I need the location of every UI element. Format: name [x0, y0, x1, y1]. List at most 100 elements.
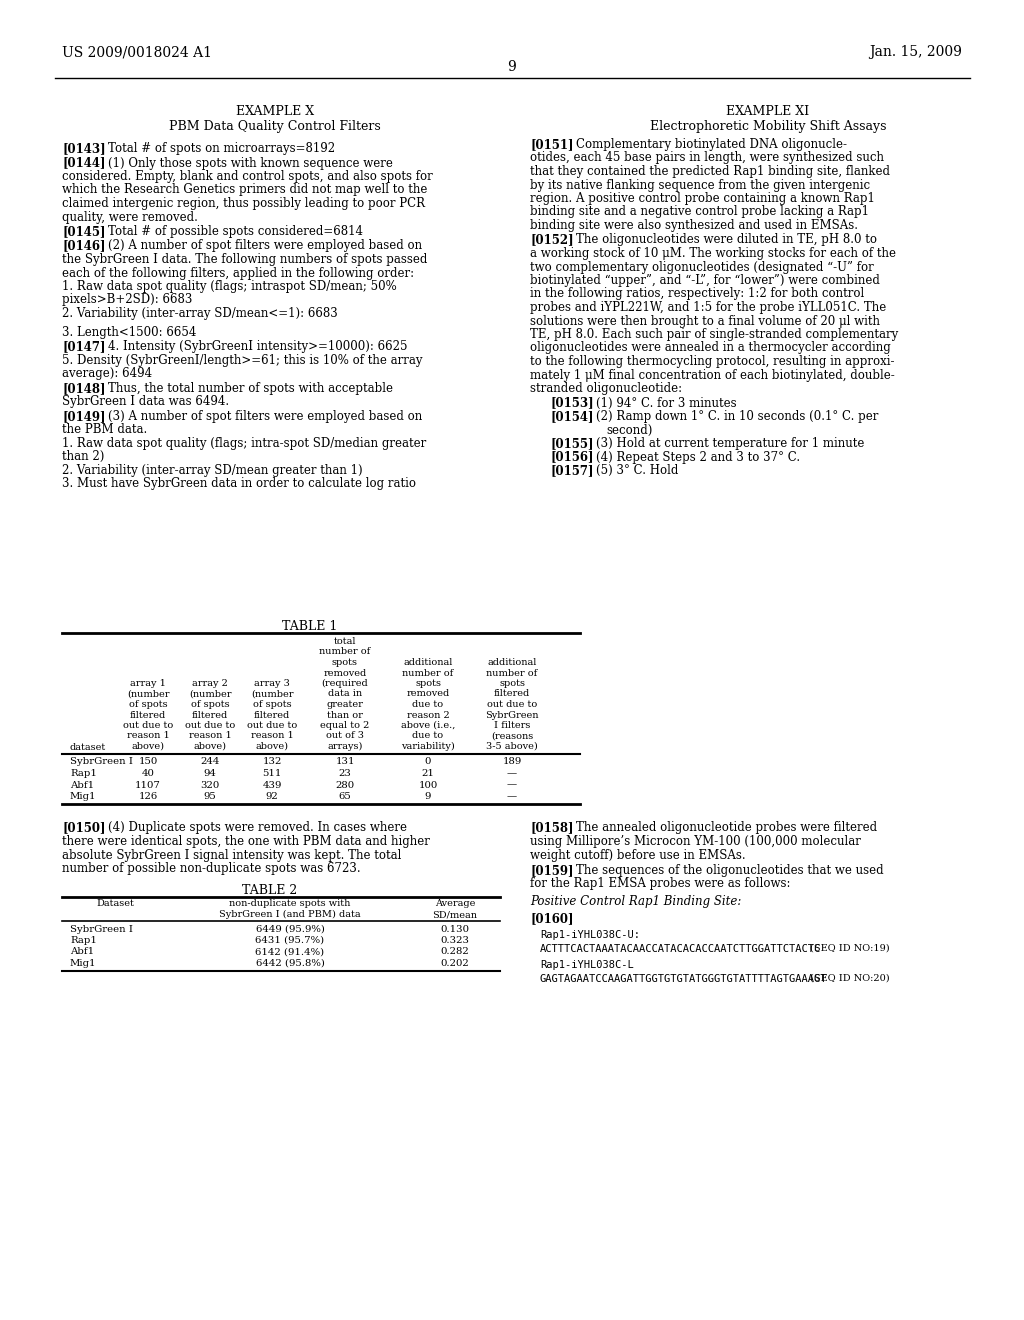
Text: (number: (number	[251, 689, 293, 698]
Text: 0.282: 0.282	[440, 948, 469, 957]
Text: TABLE 1: TABLE 1	[283, 620, 338, 634]
Text: Thus, the total number of spots with acceptable: Thus, the total number of spots with acc…	[108, 381, 393, 395]
Text: Jan. 15, 2009: Jan. 15, 2009	[869, 45, 962, 59]
Text: 511: 511	[262, 770, 282, 777]
Text: [0157]: [0157]	[550, 465, 594, 477]
Text: weight cutoff) before use in EMSAs.: weight cutoff) before use in EMSAs.	[530, 849, 745, 862]
Text: Complementary biotinylated DNA oligonucle-: Complementary biotinylated DNA oligonucl…	[575, 139, 847, 150]
Text: (4) Duplicate spots were removed. In cases where: (4) Duplicate spots were removed. In cas…	[108, 821, 407, 834]
Text: above): above)	[256, 742, 289, 751]
Text: (1) Only those spots with known sequence were: (1) Only those spots with known sequence…	[108, 157, 393, 169]
Text: 6142 (91.4%): 6142 (91.4%)	[255, 948, 325, 957]
Text: removed: removed	[324, 668, 367, 677]
Text: (number: (number	[188, 689, 231, 698]
Text: number of: number of	[319, 648, 371, 656]
Text: 40: 40	[141, 770, 155, 777]
Text: (4) Repeat Steps 2 and 3 to 37° C.: (4) Repeat Steps 2 and 3 to 37° C.	[596, 450, 800, 463]
Text: by its native flanking sequence from the given intergenic: by its native flanking sequence from the…	[530, 178, 870, 191]
Text: Abf1: Abf1	[70, 948, 94, 957]
Text: 2. Variability (inter-array SD/mean greater than 1): 2. Variability (inter-array SD/mean grea…	[62, 463, 362, 477]
Text: Electrophoretic Mobility Shift Assays: Electrophoretic Mobility Shift Assays	[650, 120, 886, 133]
Text: SybrGreen I: SybrGreen I	[70, 924, 133, 933]
Text: 189: 189	[503, 758, 521, 767]
Text: pixels>B+2SD): 6683: pixels>B+2SD): 6683	[62, 293, 193, 306]
Text: SybrGreen I data was 6494.: SybrGreen I data was 6494.	[62, 396, 229, 408]
Text: 132: 132	[262, 758, 282, 767]
Text: Positive Control Rap1 Binding Site:: Positive Control Rap1 Binding Site:	[530, 895, 741, 908]
Text: arrays): arrays)	[328, 742, 362, 751]
Text: 131: 131	[335, 758, 354, 767]
Text: two complementary oligonucleotides (designated “-U” for: two complementary oligonucleotides (desi…	[530, 260, 873, 273]
Text: 100: 100	[419, 780, 437, 789]
Text: US 2009/0018024 A1: US 2009/0018024 A1	[62, 45, 212, 59]
Text: array 3: array 3	[254, 678, 290, 688]
Text: I filters: I filters	[494, 721, 530, 730]
Text: 95: 95	[204, 792, 216, 801]
Text: 21: 21	[422, 770, 434, 777]
Text: for the Rap1 EMSA probes were as follows:: for the Rap1 EMSA probes were as follows…	[530, 878, 791, 891]
Text: 6449 (95.9%): 6449 (95.9%)	[256, 924, 325, 933]
Text: out of 3: out of 3	[326, 731, 364, 741]
Text: (reasons: (reasons	[490, 731, 534, 741]
Text: due to: due to	[413, 700, 443, 709]
Text: [0160]: [0160]	[530, 912, 573, 925]
Text: claimed intergenic region, thus possibly leading to poor PCR: claimed intergenic region, thus possibly…	[62, 197, 425, 210]
Text: each of the following filters, applied in the following order:: each of the following filters, applied i…	[62, 267, 414, 280]
Text: [0145]: [0145]	[62, 224, 105, 238]
Text: —: —	[507, 770, 517, 777]
Text: (number: (number	[127, 689, 169, 698]
Text: Rap1: Rap1	[70, 770, 97, 777]
Text: 244: 244	[201, 758, 220, 767]
Text: SybrGreen: SybrGreen	[485, 710, 539, 719]
Text: additional: additional	[487, 657, 537, 667]
Text: Rap1: Rap1	[70, 936, 97, 945]
Text: out due to: out due to	[123, 721, 173, 730]
Text: 320: 320	[201, 780, 219, 789]
Text: 3. Must have SybrGreen data in order to calculate log ratio: 3. Must have SybrGreen data in order to …	[62, 478, 416, 491]
Text: (2) A number of spot filters were employed based on: (2) A number of spot filters were employ…	[108, 239, 422, 252]
Text: 5. Density (SybrGreenI/length>=61; this is 10% of the array: 5. Density (SybrGreenI/length>=61; this …	[62, 354, 423, 367]
Text: TE, pH 8.0. Each such pair of single-stranded complementary: TE, pH 8.0. Each such pair of single-str…	[530, 327, 898, 341]
Text: equal to 2: equal to 2	[321, 721, 370, 730]
Text: additional: additional	[403, 657, 453, 667]
Text: (1) 94° C. for 3 minutes: (1) 94° C. for 3 minutes	[596, 396, 736, 409]
Text: [0146]: [0146]	[62, 239, 105, 252]
Text: Rap1-iYHL038C-L: Rap1-iYHL038C-L	[540, 960, 634, 970]
Text: Average: Average	[435, 899, 475, 908]
Text: in the following ratios, respectively: 1:2 for both control: in the following ratios, respectively: 1…	[530, 288, 864, 301]
Text: of spots: of spots	[253, 700, 291, 709]
Text: EXAMPLE X: EXAMPLE X	[236, 106, 314, 117]
Text: [0159]: [0159]	[530, 865, 573, 876]
Text: [0149]: [0149]	[62, 411, 105, 422]
Text: there were identical spots, the one with PBM data and higher: there were identical spots, the one with…	[62, 836, 430, 847]
Text: 280: 280	[336, 780, 354, 789]
Text: [0148]: [0148]	[62, 381, 105, 395]
Text: 3. Length<1500: 6654: 3. Length<1500: 6654	[62, 326, 197, 339]
Text: [0158]: [0158]	[530, 821, 573, 834]
Text: spots: spots	[332, 657, 358, 667]
Text: quality, were removed.: quality, were removed.	[62, 210, 198, 223]
Text: above): above)	[194, 742, 226, 751]
Text: The annealed oligonucleotide probes were filtered: The annealed oligonucleotide probes were…	[575, 821, 878, 834]
Text: TABLE 2: TABLE 2	[243, 883, 298, 896]
Text: 9: 9	[508, 59, 516, 74]
Text: spots: spots	[499, 678, 525, 688]
Text: (SEQ ID NO:19): (SEQ ID NO:19)	[810, 944, 890, 953]
Text: (required: (required	[322, 678, 369, 688]
Text: [0153]: [0153]	[550, 396, 594, 409]
Text: 0.130: 0.130	[440, 924, 469, 933]
Text: EXAMPLE XI: EXAMPLE XI	[726, 106, 810, 117]
Text: out due to: out due to	[185, 721, 236, 730]
Text: Total # of spots on microarrays=8192: Total # of spots on microarrays=8192	[108, 143, 335, 154]
Text: 439: 439	[262, 780, 282, 789]
Text: [0155]: [0155]	[550, 437, 594, 450]
Text: a working stock of 10 μM. The working stocks for each of the: a working stock of 10 μM. The working st…	[530, 247, 896, 260]
Text: [0154]: [0154]	[550, 411, 594, 422]
Text: 9: 9	[425, 792, 431, 801]
Text: of spots: of spots	[190, 700, 229, 709]
Text: 6442 (95.8%): 6442 (95.8%)	[256, 960, 325, 968]
Text: to the following thermocycling protocol, resulting in approxi-: to the following thermocycling protocol,…	[530, 355, 895, 368]
Text: out due to: out due to	[247, 721, 297, 730]
Text: (3) A number of spot filters were employed based on: (3) A number of spot filters were employ…	[108, 411, 422, 422]
Text: mately 1 μM final concentration of each biotinylated, double-: mately 1 μM final concentration of each …	[530, 368, 895, 381]
